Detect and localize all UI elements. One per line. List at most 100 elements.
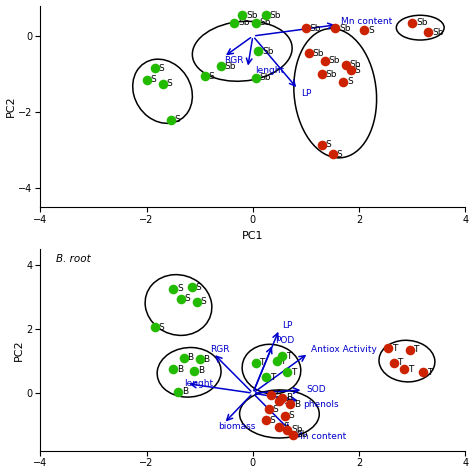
Text: S: S — [273, 405, 278, 414]
Point — [175, 388, 182, 395]
Text: S: S — [347, 77, 353, 86]
Text: Sb: Sb — [310, 24, 321, 33]
Point — [283, 368, 291, 376]
Text: S: S — [150, 75, 156, 84]
Point — [305, 49, 312, 57]
Point — [278, 394, 286, 402]
Point — [177, 295, 185, 302]
Text: B: B — [203, 355, 210, 364]
Text: S: S — [158, 323, 164, 332]
Text: B: B — [188, 354, 194, 363]
Point — [180, 354, 188, 362]
Point — [262, 11, 270, 19]
Text: T: T — [408, 365, 413, 374]
Text: S: S — [289, 411, 294, 420]
Text: Sb: Sb — [312, 49, 324, 58]
Text: lenght: lenght — [255, 66, 285, 75]
X-axis label: PC1: PC1 — [242, 231, 264, 241]
Text: B. root: B. root — [56, 254, 91, 264]
Text: POD: POD — [275, 336, 294, 345]
Point — [401, 365, 408, 373]
Text: S: S — [166, 79, 172, 88]
Text: Antiox Activity: Antiox Activity — [311, 346, 377, 355]
Text: Sb: Sb — [291, 426, 302, 435]
Text: SOD: SOD — [306, 385, 326, 394]
Point — [217, 63, 225, 70]
Text: phenols: phenols — [303, 400, 339, 409]
Text: S: S — [201, 297, 207, 306]
Point — [151, 324, 158, 331]
Point — [329, 150, 337, 158]
Text: RGR: RGR — [224, 56, 243, 65]
Text: Sb: Sb — [432, 27, 443, 36]
Text: S: S — [209, 72, 215, 81]
Text: S: S — [275, 390, 281, 399]
Text: S: S — [326, 140, 331, 149]
Text: T: T — [427, 368, 432, 377]
Point — [278, 353, 286, 360]
Text: lenght: lenght — [184, 379, 213, 388]
Text: T: T — [392, 344, 397, 353]
Text: Sb: Sb — [270, 10, 282, 19]
Text: S: S — [177, 284, 182, 293]
Y-axis label: PC2: PC2 — [14, 339, 24, 361]
Point — [255, 47, 262, 55]
Text: S: S — [283, 422, 289, 431]
Point — [262, 374, 270, 381]
Text: Sb: Sb — [259, 18, 271, 27]
Text: S: S — [195, 283, 201, 292]
Point — [384, 345, 392, 352]
Text: S: S — [336, 150, 342, 159]
Text: B: B — [198, 366, 204, 375]
Point — [409, 19, 416, 27]
Text: B: B — [294, 400, 300, 409]
Text: S: S — [270, 416, 275, 425]
Text: Sb: Sb — [326, 70, 337, 79]
Text: Sb: Sb — [262, 47, 273, 56]
Text: S: S — [283, 397, 289, 406]
Text: S: S — [368, 26, 374, 35]
Text: LP: LP — [282, 321, 292, 330]
Text: T: T — [286, 352, 291, 361]
Point — [262, 417, 270, 424]
Y-axis label: PC2: PC2 — [6, 96, 16, 117]
Point — [289, 431, 297, 438]
Text: Sb: Sb — [238, 18, 249, 27]
Text: S: S — [185, 294, 191, 303]
Point — [342, 61, 350, 68]
Text: biomass: biomass — [219, 422, 255, 431]
Point — [252, 74, 259, 82]
Point — [252, 359, 259, 366]
Text: B: B — [182, 387, 188, 396]
Point — [331, 25, 339, 32]
Text: T: T — [270, 373, 275, 382]
Point — [281, 412, 289, 419]
Point — [318, 141, 326, 148]
Point — [286, 401, 294, 408]
Text: Sb: Sb — [349, 60, 361, 69]
Text: Sb: Sb — [296, 430, 308, 439]
Point — [273, 357, 281, 365]
Text: Sb: Sb — [339, 24, 350, 33]
Text: Sb: Sb — [246, 10, 257, 19]
Point — [276, 397, 283, 405]
Point — [151, 64, 158, 72]
Point — [169, 285, 177, 293]
Point — [276, 423, 283, 430]
Text: T: T — [259, 358, 264, 367]
Text: T: T — [291, 368, 297, 377]
Point — [191, 367, 198, 374]
Point — [339, 78, 347, 85]
Point — [193, 298, 201, 306]
Text: Mn content: Mn content — [340, 17, 392, 26]
Point — [283, 426, 291, 434]
Point — [424, 28, 432, 36]
Text: RGR: RGR — [210, 346, 230, 355]
Point — [252, 19, 259, 27]
Text: B: B — [286, 393, 292, 402]
Point — [318, 70, 326, 78]
Point — [159, 80, 166, 87]
Text: Sb: Sb — [259, 73, 271, 82]
Point — [188, 283, 196, 291]
Text: T: T — [397, 358, 403, 367]
